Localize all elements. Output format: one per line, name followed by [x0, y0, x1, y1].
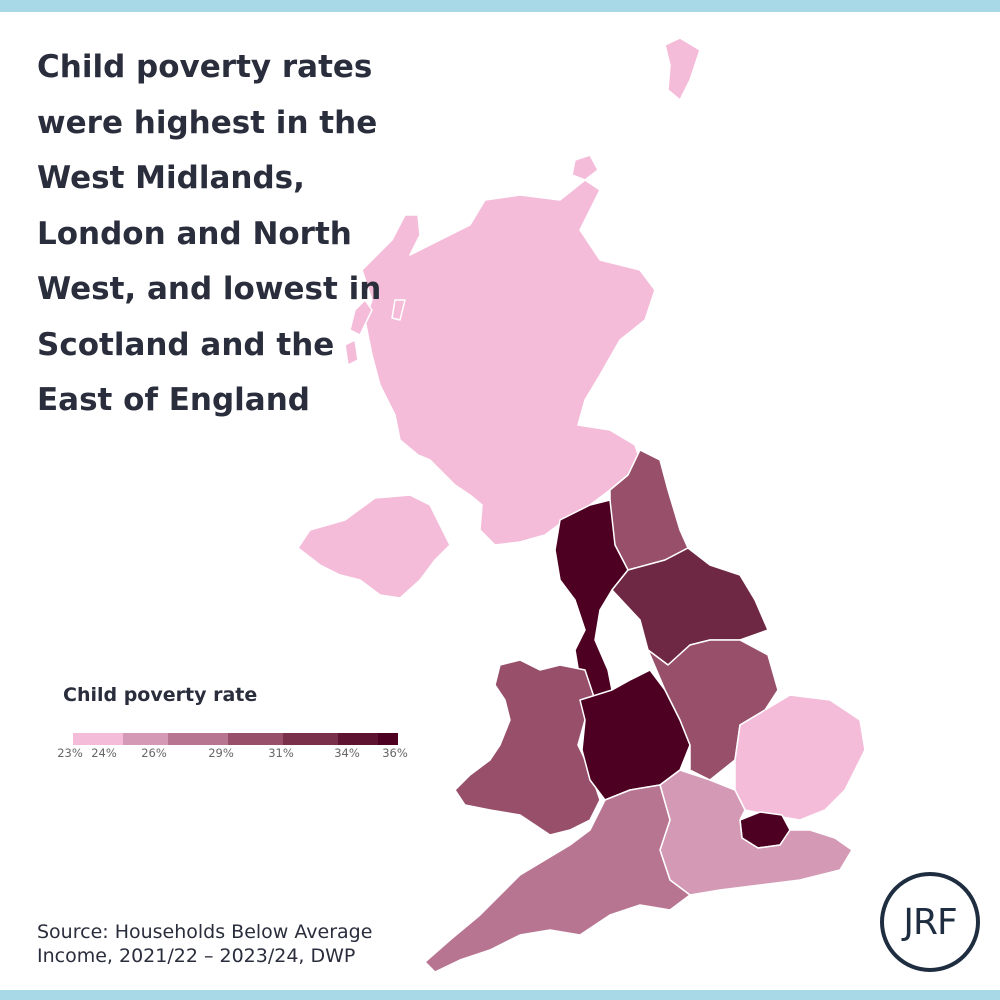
headline-line-5: West, and lowest in [37, 271, 382, 307]
legend-tick-5: 31% [268, 746, 294, 760]
legend-color-bar [73, 733, 398, 745]
source-note: Source: Households Below Average Income,… [37, 920, 417, 968]
headline: Child poverty rates were highest in the … [37, 40, 382, 429]
region-wales [454, 659, 601, 836]
legend-tick-3: 26% [141, 746, 167, 760]
legend-tick-6: 34% [334, 746, 360, 760]
legend-swatch-3 [168, 733, 228, 745]
headline-line-1: Child poverty rates [37, 49, 373, 85]
top-accent-band [0, 0, 1000, 12]
headline-line-3: West Midlands, [37, 160, 305, 196]
bottom-accent-band [0, 990, 1000, 1000]
legend-swatch-2 [123, 733, 168, 745]
legend-tick-4: 29% [208, 746, 234, 760]
region-scotland [361, 179, 656, 546]
source-line-1: Source: Households Below Average [37, 921, 373, 943]
source-line-2: Income, 2021/22 – 2023/24, DWP [37, 945, 356, 967]
headline-line-6: Scotland and the [37, 326, 335, 363]
jrf-logo-text: JRF [903, 901, 957, 943]
region-north-west [554, 499, 629, 701]
legend-swatch-7 [378, 733, 398, 745]
jrf-logo: JRF [880, 872, 980, 972]
headline-line-2: were highest in the [37, 104, 378, 141]
region-south-west [424, 784, 691, 973]
region-scotland-hebrides [344, 299, 406, 366]
headline-line-4: London and North [37, 215, 352, 252]
legend-tick-7: 36% [382, 746, 408, 760]
legend-title: Child poverty rate [63, 684, 258, 706]
region-scotland-islands [571, 37, 701, 181]
legend-tick-1: 23% [57, 746, 83, 760]
legend-tick-2: 24% [91, 746, 117, 760]
legend: Child poverty rate 23% 24% 26% 29% 31% 3… [57, 684, 418, 760]
legend-swatch-5 [283, 733, 338, 745]
headline-line-7: East of England [37, 382, 310, 418]
region-northern-ireland [297, 494, 451, 599]
legend-ticks: 23% 24% 26% 29% 31% 34% 36% [57, 746, 418, 762]
legend-swatch-1 [73, 733, 123, 745]
legend-swatch-4 [228, 733, 283, 745]
legend-swatch-6 [338, 733, 378, 745]
